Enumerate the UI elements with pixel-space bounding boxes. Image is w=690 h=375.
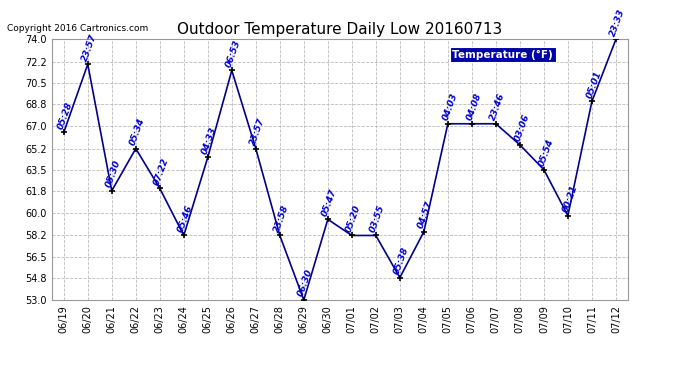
Text: Temperature (°F): Temperature (°F) (452, 50, 553, 60)
Text: 03:55: 03:55 (368, 204, 387, 234)
Text: 05:28: 05:28 (57, 100, 75, 130)
Text: 05:54: 05:54 (537, 138, 555, 168)
Text: 04:33: 04:33 (201, 126, 219, 155)
Text: 05:46: 05:46 (177, 204, 195, 234)
Text: 04:57: 04:57 (417, 200, 435, 230)
Text: 04:08: 04:08 (464, 92, 483, 122)
Text: 07:22: 07:22 (152, 156, 170, 186)
Title: Outdoor Temperature Daily Low 20160713: Outdoor Temperature Daily Low 20160713 (177, 22, 502, 37)
Text: 05:30: 05:30 (104, 159, 123, 189)
Text: 23:58: 23:58 (273, 204, 290, 234)
Text: 23:33: 23:33 (609, 8, 627, 38)
Text: 23:57: 23:57 (81, 32, 99, 62)
Text: Copyright 2016 Cartronics.com: Copyright 2016 Cartronics.com (7, 24, 148, 33)
Text: 23:46: 23:46 (489, 92, 507, 122)
Text: 05:47: 05:47 (321, 188, 339, 218)
Text: 05:20: 05:20 (344, 204, 363, 234)
Text: 06:53: 06:53 (224, 39, 243, 69)
Text: 04:03: 04:03 (441, 92, 459, 122)
Text: 05:01: 05:01 (584, 70, 603, 100)
Text: 03:06: 03:06 (513, 113, 531, 143)
Text: 00:21: 00:21 (561, 184, 579, 214)
Text: 05:38: 05:38 (393, 246, 411, 276)
Text: 06:30: 06:30 (297, 268, 315, 298)
Text: 05:34: 05:34 (128, 117, 147, 147)
Text: 23:57: 23:57 (248, 117, 267, 147)
